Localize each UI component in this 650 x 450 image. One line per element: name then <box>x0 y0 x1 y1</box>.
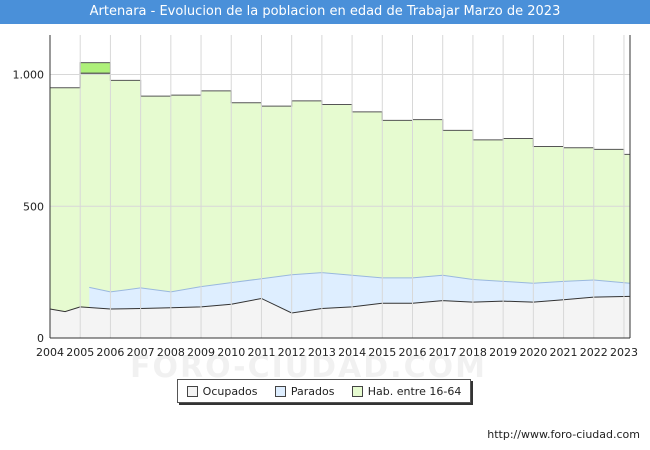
x-tick-label: 2018 <box>459 346 487 359</box>
ocupados-area <box>50 296 630 338</box>
hab-spike <box>79 62 111 74</box>
x-tick-label: 2020 <box>519 346 547 359</box>
x-tick-label: 2009 <box>187 346 215 359</box>
chart-legend: Ocupados Parados Hab. entre 16-64 <box>177 379 471 403</box>
x-tick-label: 2004 <box>36 346 64 359</box>
x-tick-label: 2012 <box>278 346 306 359</box>
x-tick-label: 2007 <box>127 346 155 359</box>
chart-title: Artenara - Evolucion de la poblacion en … <box>0 0 650 24</box>
x-tick-label: 2015 <box>368 346 396 359</box>
legend-label-ocupados: Ocupados <box>202 384 258 398</box>
x-tick-label: 2014 <box>338 346 366 359</box>
legend-item-ocupados: Ocupados <box>186 384 258 398</box>
x-tick-label: 2008 <box>157 346 185 359</box>
x-tick-label: 2021 <box>550 346 578 359</box>
source-url[interactable]: http://www.foro-ciudad.com <box>487 428 640 441</box>
y-tick-label: 500 <box>23 200 44 213</box>
x-tick-label: 2023 <box>610 346 638 359</box>
legend-item-parados: Parados <box>274 384 335 398</box>
x-tick-label: 2006 <box>96 346 124 359</box>
x-tick-label: 2011 <box>247 346 275 359</box>
x-tick-label: 2017 <box>429 346 457 359</box>
x-tick-label: 2016 <box>399 346 427 359</box>
legend-swatch-parados <box>274 385 286 397</box>
y-tick-label: 1.000 <box>13 69 45 82</box>
legend-swatch-hab <box>351 385 363 397</box>
x-tick-label: 2013 <box>308 346 336 359</box>
legend-item-hab: Hab. entre 16-64 <box>351 384 462 398</box>
x-tick-label: 2019 <box>489 346 517 359</box>
x-tick-label: 2005 <box>66 346 94 359</box>
legend-label-hab: Hab. entre 16-64 <box>367 384 462 398</box>
hab-area <box>50 73 630 338</box>
x-tick-label: 2010 <box>217 346 245 359</box>
x-tick-label: 2022 <box>580 346 608 359</box>
legend-swatch-ocupados <box>186 385 198 397</box>
legend-label-parados: Parados <box>290 384 335 398</box>
y-tick-label: 0 <box>37 332 44 345</box>
